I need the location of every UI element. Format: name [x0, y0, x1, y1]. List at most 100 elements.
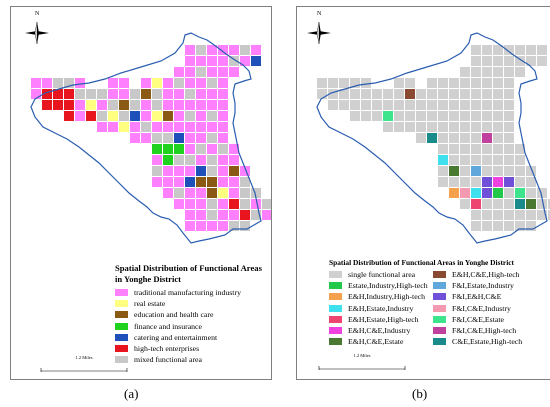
grid-cell	[218, 100, 228, 110]
legend-b: Spatial Distribution of Functional Areas…	[329, 258, 550, 347]
grid-cell	[64, 89, 74, 99]
grid-cell	[504, 188, 514, 198]
grid-cell	[482, 155, 492, 165]
grid-cell	[152, 177, 162, 187]
grid-cell	[482, 177, 492, 187]
grid-cell	[493, 67, 503, 77]
grid-cell	[482, 111, 492, 121]
grid-cell	[460, 67, 470, 77]
grid-cell	[482, 166, 492, 176]
grid-cell	[174, 133, 184, 143]
grid-cell	[196, 177, 206, 187]
legend-item: E&H,Industry,High-tech	[329, 291, 429, 302]
grid-cell	[229, 155, 239, 165]
grid-cell	[493, 177, 503, 187]
grid-cell	[339, 78, 349, 88]
grid-cell	[174, 100, 184, 110]
grid-cell	[515, 67, 525, 77]
legend-swatch	[329, 282, 342, 290]
grid-cell	[130, 133, 140, 143]
grid-cell	[196, 155, 206, 165]
legend-swatch	[433, 282, 446, 290]
grid-cell	[174, 67, 184, 77]
grid-cell	[460, 199, 470, 209]
map-panel-b: N Spatial Distribution of Functional Are…	[296, 6, 550, 380]
grid-cell	[537, 188, 547, 198]
grid-cell	[372, 89, 382, 99]
grid-cell	[130, 111, 140, 121]
grid-cell	[383, 89, 393, 99]
grid-cell	[141, 122, 151, 132]
grid-cell	[152, 133, 162, 143]
grid-cell	[42, 100, 52, 110]
grid-cell	[141, 89, 151, 99]
grid-cell	[438, 89, 448, 99]
grid-cell	[537, 210, 547, 220]
grid-cell	[471, 166, 481, 176]
grid-cell	[394, 100, 404, 110]
grid-cell	[471, 155, 481, 165]
grid-cell	[163, 133, 173, 143]
grid-cell	[163, 177, 173, 187]
grid-cell	[174, 122, 184, 132]
grid-cell	[416, 100, 426, 110]
legend-item: F&I,E&H,C&E	[433, 291, 543, 302]
grid-cell	[482, 100, 492, 110]
grid-cell	[174, 111, 184, 121]
scale-bar-a: 1.2 Miles	[39, 355, 129, 378]
grid-cell	[460, 155, 470, 165]
grid-cell	[405, 122, 415, 132]
grid-cell	[218, 166, 228, 176]
grid-cell	[482, 67, 492, 77]
legend-item: F&I,Estate,Industry	[433, 280, 543, 291]
grid-cell	[196, 210, 206, 220]
legend-label: F&I,C&E,Industry	[452, 303, 511, 313]
grid-cell	[328, 89, 338, 99]
grid-cell	[372, 111, 382, 121]
grid-cell	[174, 177, 184, 187]
grid-cell	[493, 133, 503, 143]
grid-cell	[438, 166, 448, 176]
north-arrow-b: N	[307, 11, 337, 47]
grid-cell	[207, 166, 217, 176]
grid-cell	[229, 188, 239, 198]
grid-cell	[438, 133, 448, 143]
grid-cell	[317, 89, 327, 99]
grid-cell	[471, 67, 481, 77]
grid-cell	[471, 221, 481, 231]
grid-cell	[460, 100, 470, 110]
district-map-a	[30, 32, 271, 244]
legend-label: E&H,Industry,High-tech	[348, 292, 426, 302]
north-label: N	[35, 11, 40, 17]
grid-cell	[460, 177, 470, 187]
grid-cell	[460, 188, 470, 198]
grid-cell	[482, 78, 492, 88]
grid-cell	[185, 89, 195, 99]
scale-label: 1.2 Miles	[75, 355, 93, 360]
grid-cell	[108, 78, 118, 88]
scale-bar-b: 1.2 Miles	[317, 353, 407, 376]
grid-cell	[526, 199, 536, 209]
grid-cell	[526, 188, 536, 198]
grid-cell	[405, 111, 415, 121]
grid-cell	[86, 100, 96, 110]
grid-cell	[218, 56, 228, 66]
grid-cell	[185, 133, 195, 143]
grid-cell	[130, 89, 140, 99]
grid-cell	[405, 89, 415, 99]
legend-swatch	[433, 327, 446, 335]
grid-cell	[361, 100, 371, 110]
grid-cell	[141, 111, 151, 121]
legend-label: high-tech enterprises	[134, 344, 200, 354]
grid-cell	[515, 221, 525, 231]
grid-cell	[185, 188, 195, 198]
grid-cell	[394, 89, 404, 99]
grid-cell	[207, 210, 217, 220]
legend-swatch	[329, 327, 342, 335]
legend-item: F&I,C&E,High-tech	[433, 325, 543, 336]
grid-cell	[218, 78, 228, 88]
grid-cell	[174, 188, 184, 198]
grid-cell	[119, 89, 129, 99]
grid-cell	[526, 221, 536, 231]
grid-cell	[196, 78, 206, 88]
